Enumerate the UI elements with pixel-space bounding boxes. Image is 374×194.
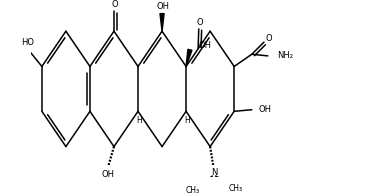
Text: N: N xyxy=(211,168,217,177)
Polygon shape xyxy=(160,14,164,31)
Text: OH: OH xyxy=(259,105,272,113)
Text: CH₃: CH₃ xyxy=(229,184,243,193)
Text: OH: OH xyxy=(199,41,212,50)
Text: OH: OH xyxy=(101,170,114,179)
Text: O: O xyxy=(197,18,203,27)
Text: H: H xyxy=(184,116,190,125)
Text: O: O xyxy=(112,0,119,9)
Text: HO: HO xyxy=(21,38,34,47)
Polygon shape xyxy=(186,49,192,67)
Text: NH₂: NH₂ xyxy=(277,51,293,60)
Text: H: H xyxy=(137,116,142,125)
Text: O: O xyxy=(265,34,272,43)
Text: CH₃: CH₃ xyxy=(186,186,200,194)
Text: OH: OH xyxy=(156,2,169,11)
